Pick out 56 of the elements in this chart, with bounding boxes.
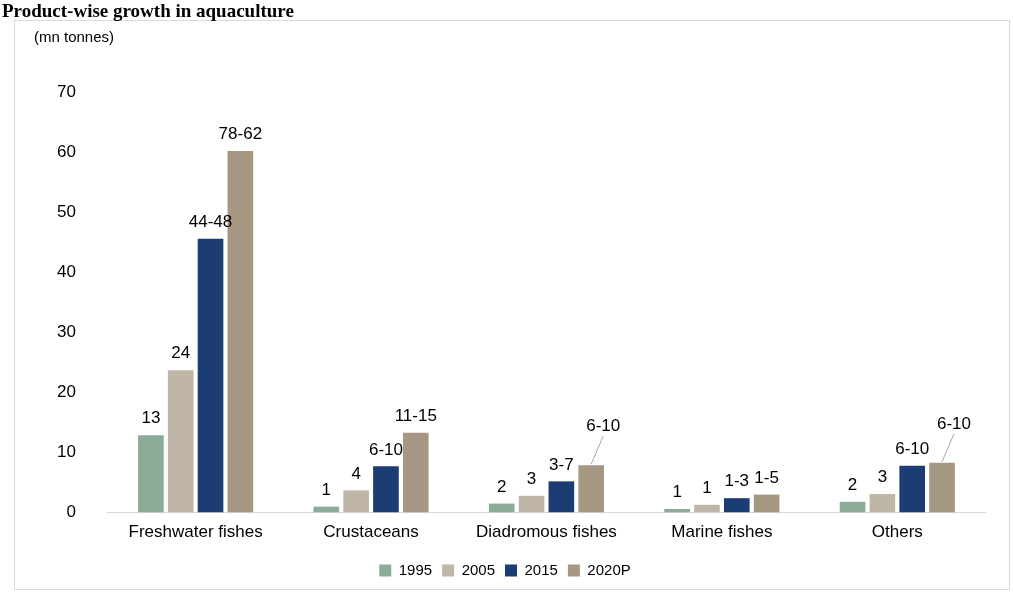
data-label: 4 xyxy=(351,463,361,483)
bar xyxy=(899,465,926,513)
y-tick-label: 0 xyxy=(66,502,76,522)
bar xyxy=(753,494,780,513)
y-axis-title: (mn tonnes) xyxy=(34,28,115,45)
bar xyxy=(518,495,545,513)
legend-label: 2015 xyxy=(524,560,558,578)
bar xyxy=(723,498,750,513)
data-label: 13 xyxy=(141,408,161,428)
y-tick-label: 10 xyxy=(56,442,76,462)
x-tick-label: Diadromous fishes xyxy=(476,522,617,542)
bar xyxy=(167,370,194,513)
data-label: 1 xyxy=(321,479,332,499)
x-tick-label: Crustaceans xyxy=(323,522,419,542)
y-tick-label: 30 xyxy=(56,322,76,342)
data-label: 11-15 xyxy=(394,405,437,425)
data-label: 78-62 xyxy=(218,124,263,144)
data-label: 24 xyxy=(171,343,191,363)
bar xyxy=(138,435,164,513)
bar xyxy=(929,462,955,513)
data-label: 3 xyxy=(877,467,888,487)
bar xyxy=(869,493,896,513)
data-label: 1-5 xyxy=(754,467,779,487)
legend-label: 2020P xyxy=(587,560,631,578)
y-tick-label: 40 xyxy=(56,262,76,282)
legend-label: 2005 xyxy=(461,560,495,578)
x-tick-label: Marine fishes xyxy=(671,522,773,542)
bar xyxy=(197,238,224,513)
data-label: 3-7 xyxy=(549,454,574,474)
data-label: 6-10 xyxy=(937,413,972,433)
bar xyxy=(839,501,866,513)
y-tick-label: 20 xyxy=(56,382,76,402)
bar xyxy=(402,432,429,513)
y-tick-label: 60 xyxy=(56,141,76,161)
bar xyxy=(343,490,369,513)
data-label: 44-48 xyxy=(188,211,233,231)
data-label: 1-3 xyxy=(724,471,750,491)
y-tick-label: 70 xyxy=(56,81,76,101)
legend-label: 1995 xyxy=(398,560,433,578)
y-tick-label: 50 xyxy=(56,202,76,221)
data-label: 6-10 xyxy=(586,416,621,436)
data-label: 2 xyxy=(496,476,507,496)
data-label: 6-10 xyxy=(368,439,403,459)
bar xyxy=(373,466,399,513)
data-label: 2 xyxy=(847,474,858,494)
x-tick-label: Others xyxy=(871,522,923,542)
data-label: 6-10 xyxy=(895,438,930,458)
bar xyxy=(548,481,575,513)
x-tick-label: Freshwater fishes xyxy=(128,522,263,542)
bar xyxy=(578,465,605,513)
bar xyxy=(488,503,515,513)
bar xyxy=(694,504,720,513)
data-label: 1 xyxy=(672,482,682,502)
data-label: 1 xyxy=(702,477,712,497)
chart-title: Product-wise growth in aquaculture xyxy=(2,0,294,22)
data-label: 3 xyxy=(526,468,537,488)
